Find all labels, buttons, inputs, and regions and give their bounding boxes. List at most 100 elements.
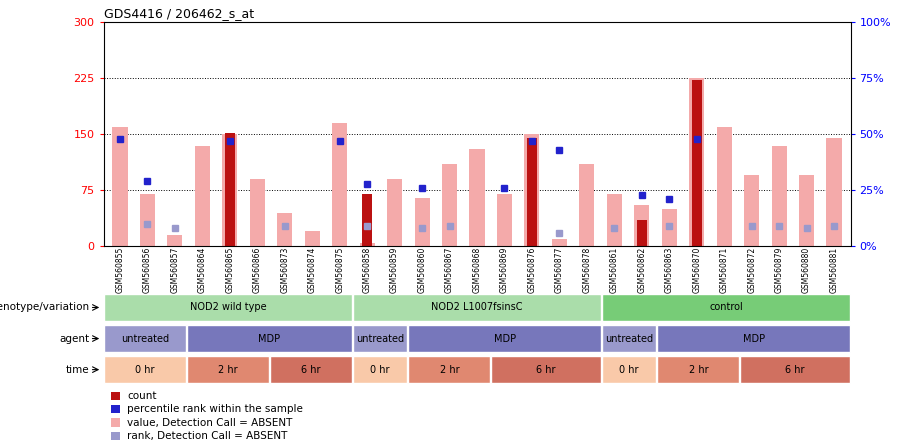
Bar	[104, 357, 186, 383]
Text: GSM560881: GSM560881	[830, 246, 839, 293]
Text: GSM560871: GSM560871	[720, 246, 729, 293]
Bar	[353, 357, 408, 383]
Bar	[692, 80, 701, 246]
Text: 2 hr: 2 hr	[688, 365, 708, 375]
Text: MDP: MDP	[258, 333, 281, 344]
Bar	[497, 194, 512, 246]
Bar	[657, 357, 739, 383]
Bar	[104, 294, 352, 321]
Text: GSM560869: GSM560869	[500, 246, 509, 293]
Text: GSM560873: GSM560873	[280, 246, 289, 293]
Text: GSM560865: GSM560865	[225, 246, 234, 293]
Text: MDP: MDP	[742, 333, 765, 344]
Text: GSM560857: GSM560857	[170, 246, 179, 293]
Bar	[360, 243, 374, 246]
Text: GSM560862: GSM560862	[637, 246, 646, 293]
Bar	[305, 231, 320, 246]
Text: NOD2 wild type: NOD2 wild type	[190, 302, 266, 313]
Bar	[527, 138, 536, 246]
Text: count: count	[128, 391, 157, 401]
Bar	[353, 325, 408, 352]
Text: GSM560856: GSM560856	[143, 246, 152, 293]
Text: GSM560863: GSM560863	[665, 246, 674, 293]
Text: GSM560860: GSM560860	[418, 246, 427, 293]
Bar	[140, 194, 155, 246]
Bar	[353, 294, 601, 321]
Bar	[634, 205, 649, 246]
Text: GSM560876: GSM560876	[527, 246, 536, 293]
Bar	[689, 78, 705, 246]
Bar	[167, 235, 183, 246]
Text: GSM560859: GSM560859	[390, 246, 399, 293]
Bar	[111, 432, 120, 440]
Text: GSM560875: GSM560875	[335, 246, 344, 293]
Bar	[111, 392, 120, 400]
Text: 6 hr: 6 hr	[302, 365, 320, 375]
Text: GSM560867: GSM560867	[445, 246, 454, 293]
Bar	[249, 179, 265, 246]
Bar	[415, 198, 429, 246]
Bar	[602, 325, 656, 352]
Text: GSM560866: GSM560866	[253, 246, 262, 293]
Bar	[111, 418, 120, 427]
Text: percentile rank within the sample: percentile rank within the sample	[128, 404, 303, 414]
Text: GSM560879: GSM560879	[775, 246, 784, 293]
Bar	[112, 127, 128, 246]
Text: 2 hr: 2 hr	[439, 365, 459, 375]
Text: genotype/variation: genotype/variation	[0, 302, 90, 313]
Bar	[225, 133, 235, 246]
Bar	[607, 194, 622, 246]
Text: GSM560861: GSM560861	[610, 246, 619, 293]
Bar	[799, 175, 815, 246]
Bar	[580, 164, 594, 246]
Bar	[387, 179, 402, 246]
Text: control: control	[709, 302, 742, 313]
Text: 0 hr: 0 hr	[619, 365, 639, 375]
Text: time: time	[66, 365, 90, 375]
Text: GSM560872: GSM560872	[747, 246, 756, 293]
Bar	[111, 405, 120, 413]
Bar	[277, 213, 292, 246]
Text: MDP: MDP	[493, 333, 516, 344]
Text: GSM560878: GSM560878	[582, 246, 591, 293]
Text: 6 hr: 6 hr	[786, 365, 805, 375]
Bar	[525, 135, 539, 246]
Text: GSM560870: GSM560870	[692, 246, 701, 293]
Bar	[744, 175, 760, 246]
Bar	[657, 325, 850, 352]
Text: 0 hr: 0 hr	[135, 365, 155, 375]
Text: GSM560855: GSM560855	[115, 246, 124, 293]
Bar	[716, 127, 732, 246]
Bar	[662, 209, 677, 246]
Text: rank, Detection Call = ABSENT: rank, Detection Call = ABSENT	[128, 431, 288, 441]
Text: 2 hr: 2 hr	[218, 365, 238, 375]
Bar	[491, 357, 601, 383]
Bar	[442, 164, 457, 246]
Bar	[602, 357, 656, 383]
Bar	[470, 149, 484, 246]
Bar	[409, 357, 491, 383]
Text: 0 hr: 0 hr	[371, 365, 390, 375]
Bar	[187, 357, 269, 383]
Text: untreated: untreated	[121, 333, 169, 344]
Text: GSM560874: GSM560874	[308, 246, 317, 293]
Text: GSM560877: GSM560877	[555, 246, 564, 293]
Text: untreated: untreated	[605, 333, 653, 344]
Text: GSM560868: GSM560868	[472, 246, 482, 293]
Text: GSM560864: GSM560864	[198, 246, 207, 293]
Bar	[187, 325, 352, 352]
Text: value, Detection Call = ABSENT: value, Detection Call = ABSENT	[128, 417, 292, 428]
Text: 6 hr: 6 hr	[536, 365, 556, 375]
Bar	[194, 146, 210, 246]
Text: GSM560858: GSM560858	[363, 246, 372, 293]
Bar	[332, 123, 347, 246]
Bar	[602, 294, 850, 321]
Bar	[270, 357, 352, 383]
Text: GDS4416 / 206462_s_at: GDS4416 / 206462_s_at	[104, 7, 254, 20]
Text: NOD2 L1007fsinsC: NOD2 L1007fsinsC	[431, 302, 523, 313]
Bar	[104, 325, 186, 352]
Bar	[552, 239, 567, 246]
Text: agent: agent	[59, 333, 90, 344]
Bar	[771, 146, 787, 246]
Bar	[363, 194, 372, 246]
